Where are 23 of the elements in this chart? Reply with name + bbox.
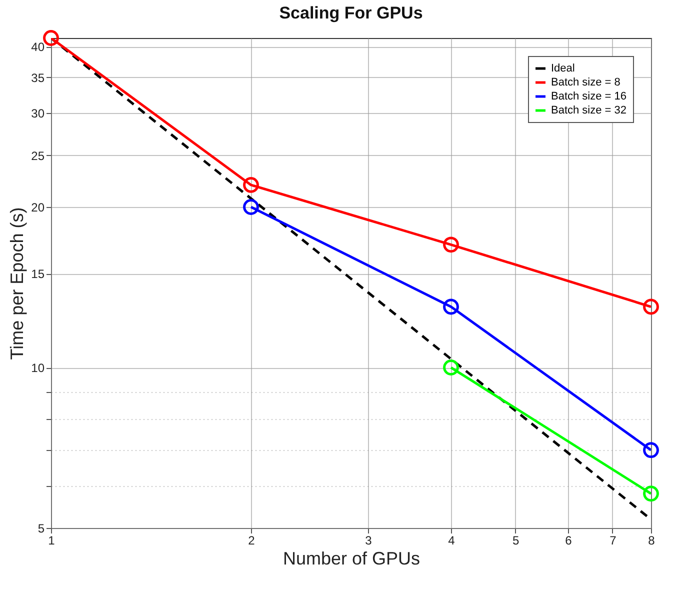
x-tick-label: 1 <box>48 534 56 548</box>
x-tick-label: 2 <box>248 534 256 548</box>
legend-label: Batch size = 8 <box>551 76 620 88</box>
y-tick-label: 35 <box>31 70 45 85</box>
y-tick-label: 25 <box>31 148 45 163</box>
x-tick-label: 5 <box>512 534 520 548</box>
y-axis-title: Time per Epoch (s) <box>7 207 28 360</box>
legend-label: Ideal <box>551 62 575 74</box>
x-tick-label: 8 <box>648 534 656 548</box>
y-tick-label: 40 <box>31 40 45 54</box>
x-tick-label: 4 <box>448 534 456 548</box>
chart-title: Scaling For GPUs <box>279 3 423 22</box>
x-tick-label: 6 <box>565 534 572 548</box>
x-tick-label: 7 <box>610 534 617 548</box>
y-tick-label: 15 <box>31 267 45 282</box>
y-tick-label: 10 <box>31 361 45 376</box>
x-axis-title: Number of GPUs <box>282 548 420 568</box>
legend-label: Batch size = 32 <box>551 104 627 116</box>
x-tick-label: 3 <box>365 534 372 548</box>
y-tick-label: 30 <box>31 106 45 121</box>
legend-label: Batch size = 16 <box>551 90 627 102</box>
y-tick-label: 5 <box>38 522 45 536</box>
y-tick-label: 20 <box>31 200 45 215</box>
